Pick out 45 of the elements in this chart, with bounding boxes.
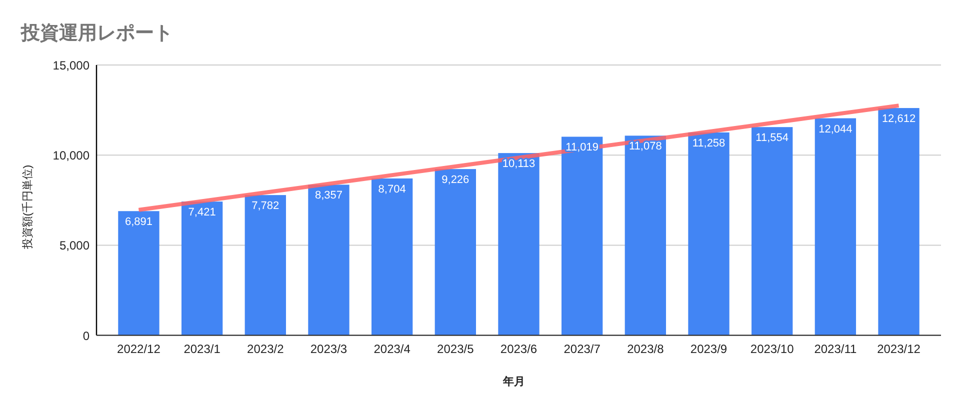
y-tick-label: 10,000	[52, 148, 90, 163]
data-label: 12,044	[818, 123, 852, 136]
bar	[624, 136, 666, 336]
data-label: 10,113	[502, 158, 536, 170]
x-tick-label: 2023/10	[750, 342, 794, 356]
x-tick-label: 2023/4	[374, 342, 411, 356]
bar	[434, 169, 476, 336]
x-tick-label: 2023/1	[184, 342, 221, 356]
bar	[118, 211, 160, 336]
chart-title: 投資運用レポート	[20, 23, 173, 44]
x-tick-label: 2023/3	[310, 342, 348, 356]
data-label: 11,554	[756, 132, 789, 144]
data-label: 12,612	[882, 113, 916, 126]
data-label: 9,226	[442, 174, 470, 186]
y-axis-title: 投資額(千円単位)	[21, 164, 34, 250]
x-tick-label: 2023/7	[564, 342, 601, 356]
bar	[878, 108, 920, 336]
bar	[562, 136, 603, 336]
x-tick-label: 2023/11	[814, 342, 857, 356]
bar	[244, 195, 286, 336]
data-label: 11,258	[692, 137, 726, 150]
y-tick-label: 15,000	[52, 58, 90, 72]
x-tick-label: 2023/2	[247, 342, 284, 356]
y-tick-label: 5,000	[59, 238, 90, 253]
data-label: 7,421	[188, 206, 216, 219]
bar	[371, 178, 413, 336]
x-tick-label: 2023/6	[500, 342, 538, 356]
bar	[752, 127, 793, 336]
x-axis-title: 年月	[502, 375, 525, 388]
data-label: 11,078	[629, 140, 662, 153]
data-label: 8,704	[378, 183, 406, 196]
x-tick-label: 2022/12	[117, 342, 161, 356]
x-tick-label: 2023/9	[690, 342, 728, 356]
bar	[498, 153, 540, 336]
data-label: 6,891	[124, 216, 152, 228]
bar	[688, 132, 730, 336]
x-tick-label: 2023/12	[877, 342, 921, 356]
y-tick-label: 0	[82, 328, 90, 343]
bar	[814, 118, 856, 336]
x-tick-label: 2023/5	[437, 342, 474, 356]
data-label: 8,357	[314, 190, 343, 202]
x-tick-label: 2023/8	[627, 342, 664, 356]
data-label: 7,782	[252, 200, 280, 212]
bar	[181, 202, 223, 336]
bar	[308, 184, 350, 336]
